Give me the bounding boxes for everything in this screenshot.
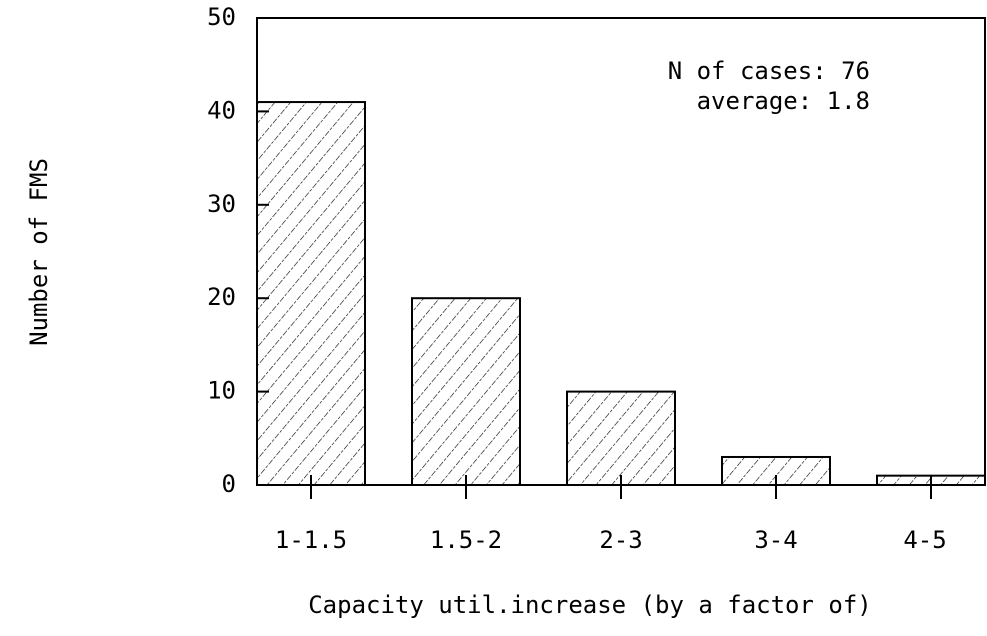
y-tick-label: 30 bbox=[207, 190, 236, 218]
bar bbox=[566, 390, 676, 487]
y-tick-label: 10 bbox=[207, 377, 236, 405]
bar bbox=[411, 297, 521, 487]
x-tick-label: 2-3 bbox=[599, 526, 642, 554]
annotation: N of cases: 76 bbox=[668, 57, 870, 85]
x-tick-label: 1-1.5 bbox=[275, 526, 347, 554]
x-tick-label: 3-4 bbox=[754, 526, 797, 554]
bar bbox=[256, 101, 366, 486]
y-tick-label: 0 bbox=[222, 470, 236, 498]
x-tick-label: 1.5-2 bbox=[430, 526, 502, 554]
y-tick-label: 40 bbox=[207, 96, 236, 124]
x-tick-label: 4-5 bbox=[903, 526, 946, 554]
annotation: average: 1.8 bbox=[697, 87, 870, 115]
y-tick-label: 20 bbox=[207, 283, 236, 311]
y-tick-label: 50 bbox=[207, 3, 236, 31]
x-axis-label: Capacity util.increase (by a factor of) bbox=[308, 591, 872, 619]
y-axis-label: Number of FMS bbox=[25, 158, 53, 346]
